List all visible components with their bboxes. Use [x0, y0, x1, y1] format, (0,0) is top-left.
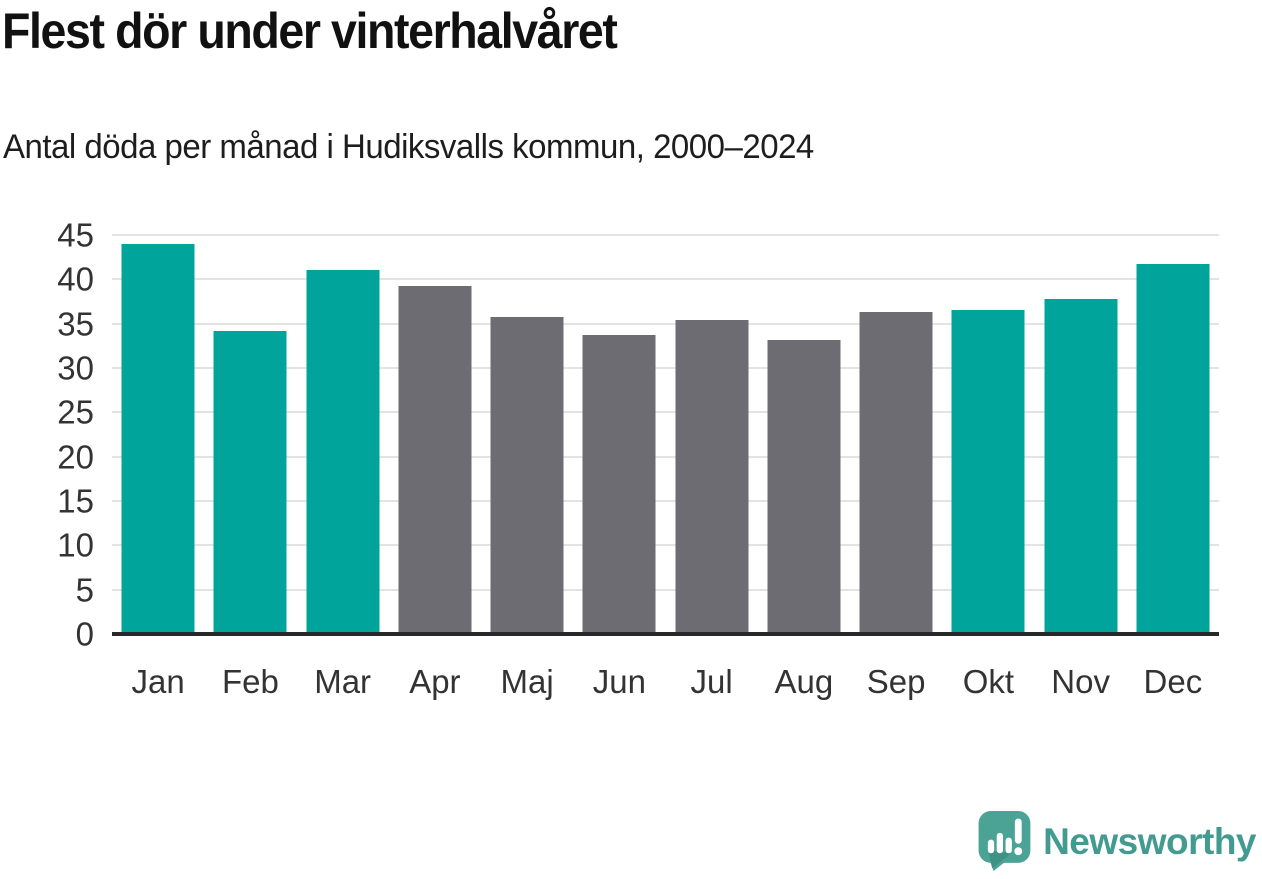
bar-nov — [1044, 298, 1118, 634]
y-tick-label: 10 — [57, 526, 94, 564]
plot-area — [112, 234, 1219, 636]
x-tick-label: Aug — [774, 663, 834, 700]
y-tick-label: 15 — [57, 482, 94, 520]
x-axis: Jan Feb Mar Apr Maj Jun Jul Aug Sep Okt Nov Dec — [112, 652, 1219, 712]
chart-subtitle: Antal döda per månad i Hudiksvalls kommu… — [3, 128, 814, 166]
bar-jun — [582, 335, 656, 634]
bar-okt — [951, 310, 1025, 634]
gridline — [112, 544, 1219, 547]
bar-mar — [306, 270, 380, 634]
x-tick-label: Jan — [131, 663, 185, 700]
gridline — [112, 500, 1219, 503]
bar-jul — [675, 320, 749, 634]
y-tick-label: 30 — [57, 349, 94, 387]
y-tick-label: 25 — [57, 393, 94, 431]
chart-title: Flest dör under vinterhalvåret — [2, 3, 618, 59]
gridline — [112, 234, 1219, 236]
gridline — [112, 411, 1219, 414]
x-axis-line — [112, 632, 1219, 636]
bar-apr — [398, 285, 472, 634]
x-tick-label: Mar — [314, 663, 372, 700]
bar-feb — [213, 330, 287, 634]
x-tick-label: Nov — [1051, 663, 1110, 700]
gridline — [112, 588, 1219, 591]
y-tick-label: 40 — [57, 260, 94, 298]
x-tick-label: Jun — [592, 663, 646, 700]
x-tick-label: Sep — [866, 663, 926, 700]
newsworthy-logo: Newsworthy — [978, 811, 1256, 871]
bar-dec — [1136, 264, 1210, 634]
x-tick-label: Okt — [962, 663, 1015, 700]
y-tick-label: 5 — [75, 571, 94, 609]
y-tick-label: 35 — [57, 305, 94, 343]
gridline — [112, 455, 1219, 458]
x-tick-label: Maj — [500, 663, 554, 700]
x-tick-label: Dec — [1143, 663, 1203, 700]
gridline — [112, 278, 1219, 281]
gridline — [112, 322, 1219, 325]
y-tick-label: 20 — [57, 438, 94, 476]
newsworthy-bubble-chart-icon — [978, 811, 1031, 871]
x-tick-label: Apr — [409, 663, 461, 700]
newsworthy-wordmark: Newsworthy — [1043, 820, 1256, 862]
x-tick-label: Feb — [221, 663, 279, 700]
x-tick-label: Jul — [690, 663, 733, 700]
y-tick-label: 0 — [75, 615, 94, 653]
gridline — [112, 367, 1219, 370]
bar-sep — [859, 312, 933, 634]
y-tick-label: 45 — [57, 216, 94, 254]
bar-maj — [490, 316, 564, 634]
y-axis: 0 5 10 15 20 25 30 35 40 45 — [0, 219, 94, 651]
bar-jan — [121, 243, 195, 634]
bar-aug — [767, 339, 841, 634]
